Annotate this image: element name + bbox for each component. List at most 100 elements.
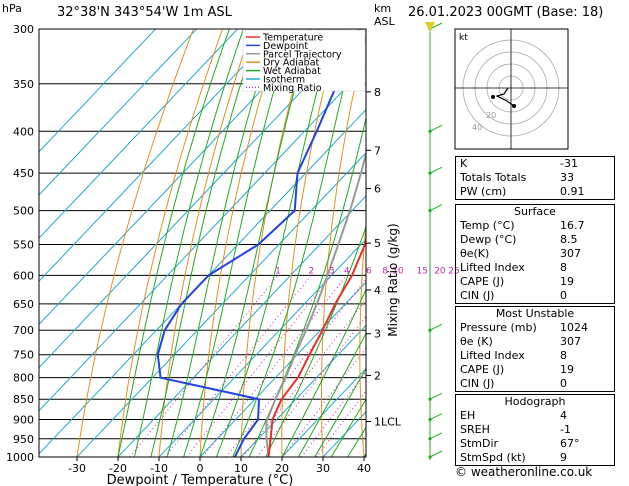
wet-adiabat-line <box>166 29 275 457</box>
legend-box <box>242 29 366 92</box>
row-label: K <box>460 157 468 170</box>
isotherm-line <box>281 367 366 457</box>
x-tick-label: 30 <box>316 462 330 475</box>
wet-adiabat-line <box>281 288 366 457</box>
row-value: 16.7 <box>560 219 585 232</box>
dry-adiabat-line <box>433 29 455 457</box>
legend-label: Isotherm <box>263 75 305 86</box>
dry-adiabat-line <box>397 29 426 457</box>
chart-curves <box>156 29 366 457</box>
wet-adiabat-line <box>183 29 293 457</box>
isotherm-line <box>76 152 366 457</box>
table-row: StmSpd (kt) 9 <box>456 451 615 466</box>
mixing-ratio-label: 8 <box>382 266 388 276</box>
km-tick-label: 5 <box>374 237 381 250</box>
legend-label: Dry Adiabat <box>263 58 320 69</box>
asl-label: ASL <box>374 15 395 28</box>
x-tick-label: 10 <box>234 462 248 475</box>
mixing-ratio-line <box>202 275 348 457</box>
hodograph-frame <box>454 28 569 150</box>
isotherm-line <box>39 65 366 412</box>
wind-top-marker-icon <box>425 22 435 32</box>
row-value: 307 <box>560 335 581 348</box>
hodograph-ring-label: 20 <box>486 111 496 120</box>
dry-adiabat-line <box>76 29 194 457</box>
table-row: EH 4 <box>456 409 615 423</box>
wet-adiabat-line <box>314 367 366 457</box>
x-tick-label: 0 <box>197 462 204 475</box>
row-value: 19 <box>560 363 574 376</box>
wet-adiabat-line <box>330 398 366 457</box>
chart-axes: 3003504004505005506006507007508008509009… <box>6 23 460 475</box>
wind-barb-icon <box>429 323 443 331</box>
pressure-tick-label: 900 <box>13 414 34 427</box>
x-tick-label: -20 <box>109 462 127 475</box>
mixing-ratio-axis-label: Mixing Ratio (g/kg) <box>386 223 400 336</box>
km-tick-label: 8 <box>374 86 381 99</box>
indices-table: K -31 Totals Totals 33 PW (cm) 0.91 <box>455 156 615 200</box>
surface-table: Surface Temp (°C) 16.7 Dewp (°C) 8.5 θe(K) 307… <box>455 204 615 304</box>
km-tick-label: 6 <box>374 183 381 196</box>
row-value: -31 <box>560 157 578 170</box>
table-row: SREH -1 <box>456 423 615 437</box>
temperature-line <box>267 237 366 457</box>
wind-barb-icon <box>429 450 443 458</box>
table-row: CIN (J) 0 <box>456 377 615 392</box>
wind-barb-icon <box>429 124 443 132</box>
isotherm-line <box>39 29 320 326</box>
table-row: θe (K) 307 <box>456 335 615 349</box>
isotherm-line <box>39 29 361 369</box>
hpa-label: hPa <box>2 2 22 15</box>
pressure-tick-label: 700 <box>13 324 34 337</box>
x-axis-label: Dewpoint / Temperature (°C) <box>107 473 294 486</box>
isotherm-line <box>117 195 366 457</box>
isotherm-line <box>39 29 156 153</box>
mixing-ratio-label: 10 <box>392 266 404 276</box>
x-tick-label: -30 <box>68 462 86 475</box>
row-value: 67° <box>560 437 580 450</box>
row-label: Lifted Index <box>460 349 525 362</box>
row-value: 19 <box>560 275 574 288</box>
mixing-ratio-label: 3 <box>329 266 335 276</box>
km-tick-label: 7 <box>374 144 381 157</box>
hodograph-table: Hodograph EH 4 SREH -1 StmDir 67° StmSpd (kt) 9 <box>455 394 615 466</box>
dry-adiabat-line <box>359 219 366 457</box>
wind-barb-icon <box>429 392 443 400</box>
row-value: 0 <box>560 377 567 390</box>
watermark: © weatheronline.co.uk <box>455 465 593 479</box>
row-value: 33 <box>560 171 574 184</box>
wet-adiabat-line <box>150 29 259 457</box>
table-row: Lifted Index 8 <box>456 261 615 275</box>
location-header: 32°38'N 343°54'W 1m ASL <box>57 5 232 20</box>
wind-barb-icon <box>429 166 443 174</box>
row-label: Totals Totals <box>460 171 527 184</box>
dry-adiabat-line <box>158 29 253 457</box>
km-label: km <box>374 2 392 15</box>
pressure-tick-label: 750 <box>13 349 34 362</box>
surface-title: Surface <box>514 205 556 218</box>
table-row: CAPE (J) 19 <box>456 363 615 377</box>
row-value: 8 <box>560 261 567 274</box>
pressure-tick-label: 650 <box>13 298 34 311</box>
chart-grid <box>39 29 455 457</box>
table-row: StmDir 67° <box>456 437 615 451</box>
parcel-trajectory-line <box>265 150 366 457</box>
wet-adiabat-line <box>215 29 334 457</box>
pressure-tick-label: 500 <box>13 205 34 218</box>
hodograph-point <box>491 95 495 99</box>
pressure-tick-label: 350 <box>13 78 34 91</box>
most-unstable-table: Most Unstable Pressure (mb) 1024 θe (K) 307 L… <box>455 306 615 392</box>
mixing-ratio-label: 15 <box>416 266 427 276</box>
row-label: EH <box>460 409 476 422</box>
wet-adiabat-line <box>117 29 230 457</box>
isotherm-line <box>158 238 366 457</box>
km-tick-label: 4 <box>374 284 381 297</box>
table-row: Totals Totals 33 <box>456 171 615 185</box>
km-tick-label: 1LCL <box>374 416 402 429</box>
isotherm-line <box>39 29 279 282</box>
row-label: StmDir <box>460 437 499 450</box>
wet-adiabat-line <box>265 224 366 457</box>
dry-adiabat-line <box>117 29 223 457</box>
